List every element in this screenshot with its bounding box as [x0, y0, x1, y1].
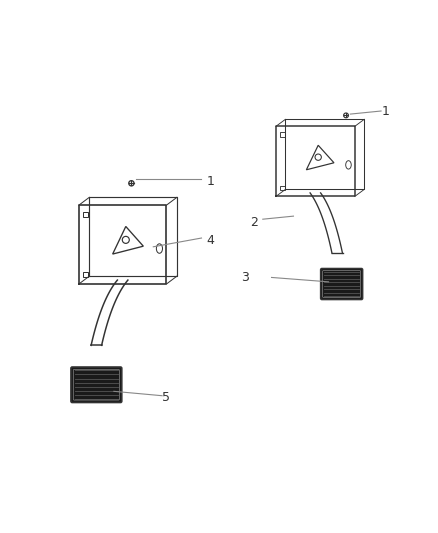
Bar [83, 212, 88, 217]
Text: 3: 3 [241, 271, 249, 284]
Text: 2: 2 [250, 216, 258, 229]
Bar [280, 132, 285, 137]
Text: 1: 1 [206, 175, 214, 188]
FancyBboxPatch shape [71, 367, 122, 402]
Text: 5: 5 [162, 391, 170, 405]
Text: 1: 1 [381, 104, 389, 117]
Bar [280, 185, 285, 190]
Text: 4: 4 [206, 233, 214, 247]
Bar [83, 272, 88, 277]
FancyBboxPatch shape [321, 269, 363, 300]
